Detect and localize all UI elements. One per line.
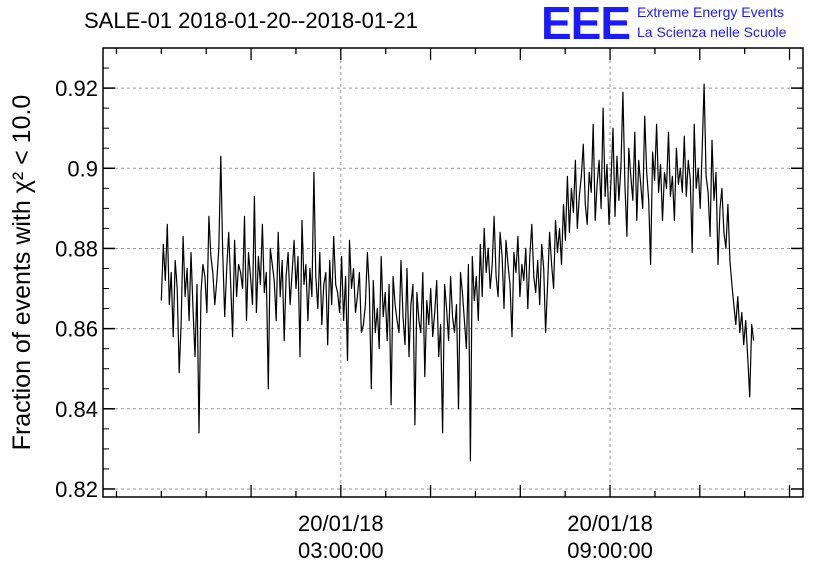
logo-line-2: La Scienza nelle Scuole [637,24,787,40]
y-axis-label: Fraction of events with χ² < 10.0 [8,95,36,451]
y-tick-label: 0.82 [55,477,98,502]
series-line [160,83,755,462]
y-tick-label: 0.88 [55,236,98,261]
axis-labels: 0.820.840.860.880.90.9220/01/1803:00:002… [8,76,653,563]
grid-lines [103,48,803,497]
y-tick-label: 0.9 [67,156,98,181]
axis-ticks [103,47,803,497]
logo-line-1: Extreme Energy Events [637,4,785,20]
y-tick-label: 0.92 [55,76,98,101]
y-tick-label: 0.86 [55,317,98,342]
x-tick-label-time: 09:00:00 [567,538,653,563]
chart-title: SALE-01 2018-01-20--2018-01-21 [84,8,418,33]
y-tick-label: 0.84 [55,397,98,422]
eee-logo: EEE [541,0,631,49]
x-tick-label-date: 20/01/18 [567,511,653,536]
x-tick-label-time: 03:00:00 [298,538,384,563]
plot-frame [102,47,804,498]
x-tick-label-date: 20/01/18 [298,511,384,536]
